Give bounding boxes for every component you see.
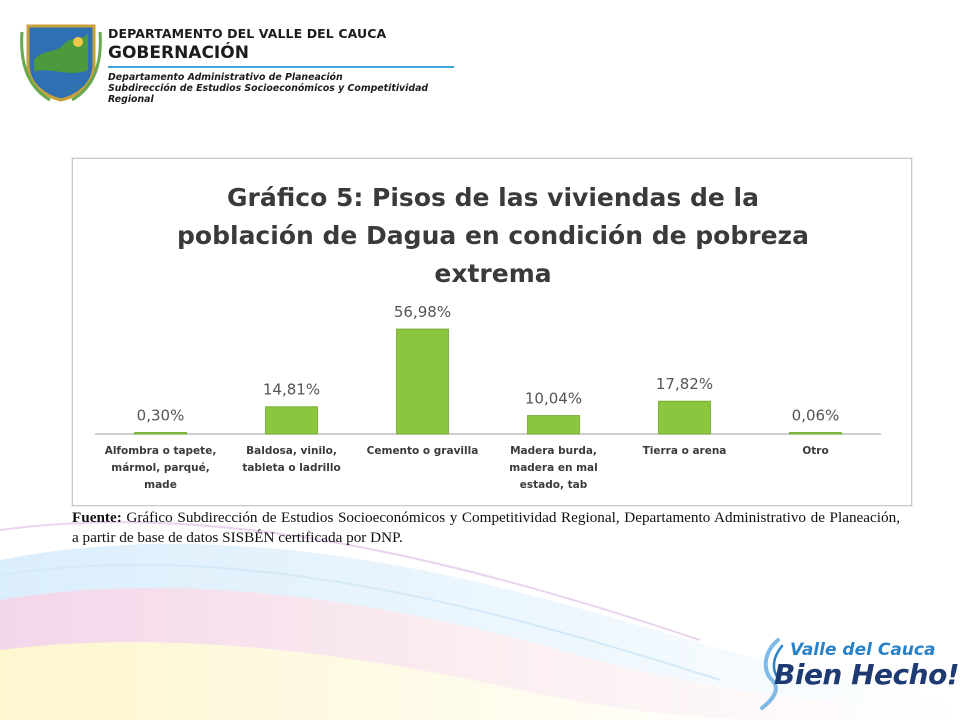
header-rule [108, 66, 454, 68]
chart-title-line: población de Dagua en condición de pobre… [177, 221, 809, 250]
bar-chart: 0,30% Alfombra o tapete, mármol, parqué, ma… [95, 303, 881, 491]
header: DEPARTAMENTO DEL VALLE DEL CAUCA GOBERNA… [14, 18, 474, 105]
category-label: madera en mal [509, 462, 597, 474]
header-subtitle-1: Departamento Administrativo de Planeació… [108, 72, 343, 83]
category-label: Otro [802, 445, 828, 457]
department-title: DEPARTAMENTO DEL VALLE DEL CAUCA [108, 26, 387, 41]
source-label: Fuente: [72, 509, 122, 526]
category-label: Baldosa, vinilo, [246, 445, 337, 457]
coat-of-arms-icon [20, 24, 102, 102]
chart-title-line: Gráfico 5: Pisos de las viviendas de la [227, 183, 759, 212]
category-label: Alfombra o tapete, [105, 445, 217, 457]
category-label: Madera burda, [510, 445, 597, 457]
bar [527, 415, 580, 435]
header-subtitle-2: Subdirección de Estudios Socioeconómicos… [108, 83, 429, 105]
category-label: Cemento o gravilla [367, 445, 479, 457]
logo-line-2: Bien Hecho! [774, 658, 960, 691]
data-label: 0,06% [792, 407, 840, 425]
source-note: Fuente: Gráfico Subdirección de Estudios… [72, 508, 900, 548]
category-label: made [144, 479, 177, 491]
category-label: Tierra o arena [643, 445, 727, 457]
data-label: 10,04% [525, 390, 582, 408]
chart-container: Gráfico 5: Pisos de las viviendas de la … [72, 158, 912, 506]
bar [396, 328, 449, 435]
source-text: Gráfico Subdirección de Estudios Socioec… [72, 509, 900, 546]
valle-bien-hecho-logo: Valle del Cauca Bien Hecho! [756, 636, 960, 712]
data-label: 0,30% [137, 407, 185, 425]
data-label: 56,98% [394, 303, 451, 321]
gobernacion-title: GOBERNACIÓN [108, 43, 249, 63]
chart-title: Gráfico 5: Pisos de las viviendas de la … [133, 179, 853, 293]
swirl-icon [760, 638, 784, 710]
category-label: mármol, parqué, [111, 462, 209, 474]
bar [265, 406, 318, 435]
data-label: 17,82% [656, 375, 713, 393]
bar [658, 400, 711, 435]
bar [789, 432, 842, 435]
logo-line-1: Valle del Cauca [790, 640, 936, 660]
category-label: tableta o ladrillo [242, 462, 340, 474]
data-label: 14,81% [263, 381, 320, 399]
chart-title-line: extrema [434, 259, 552, 288]
bar [134, 432, 187, 435]
category-label: estado, tab [520, 479, 588, 491]
